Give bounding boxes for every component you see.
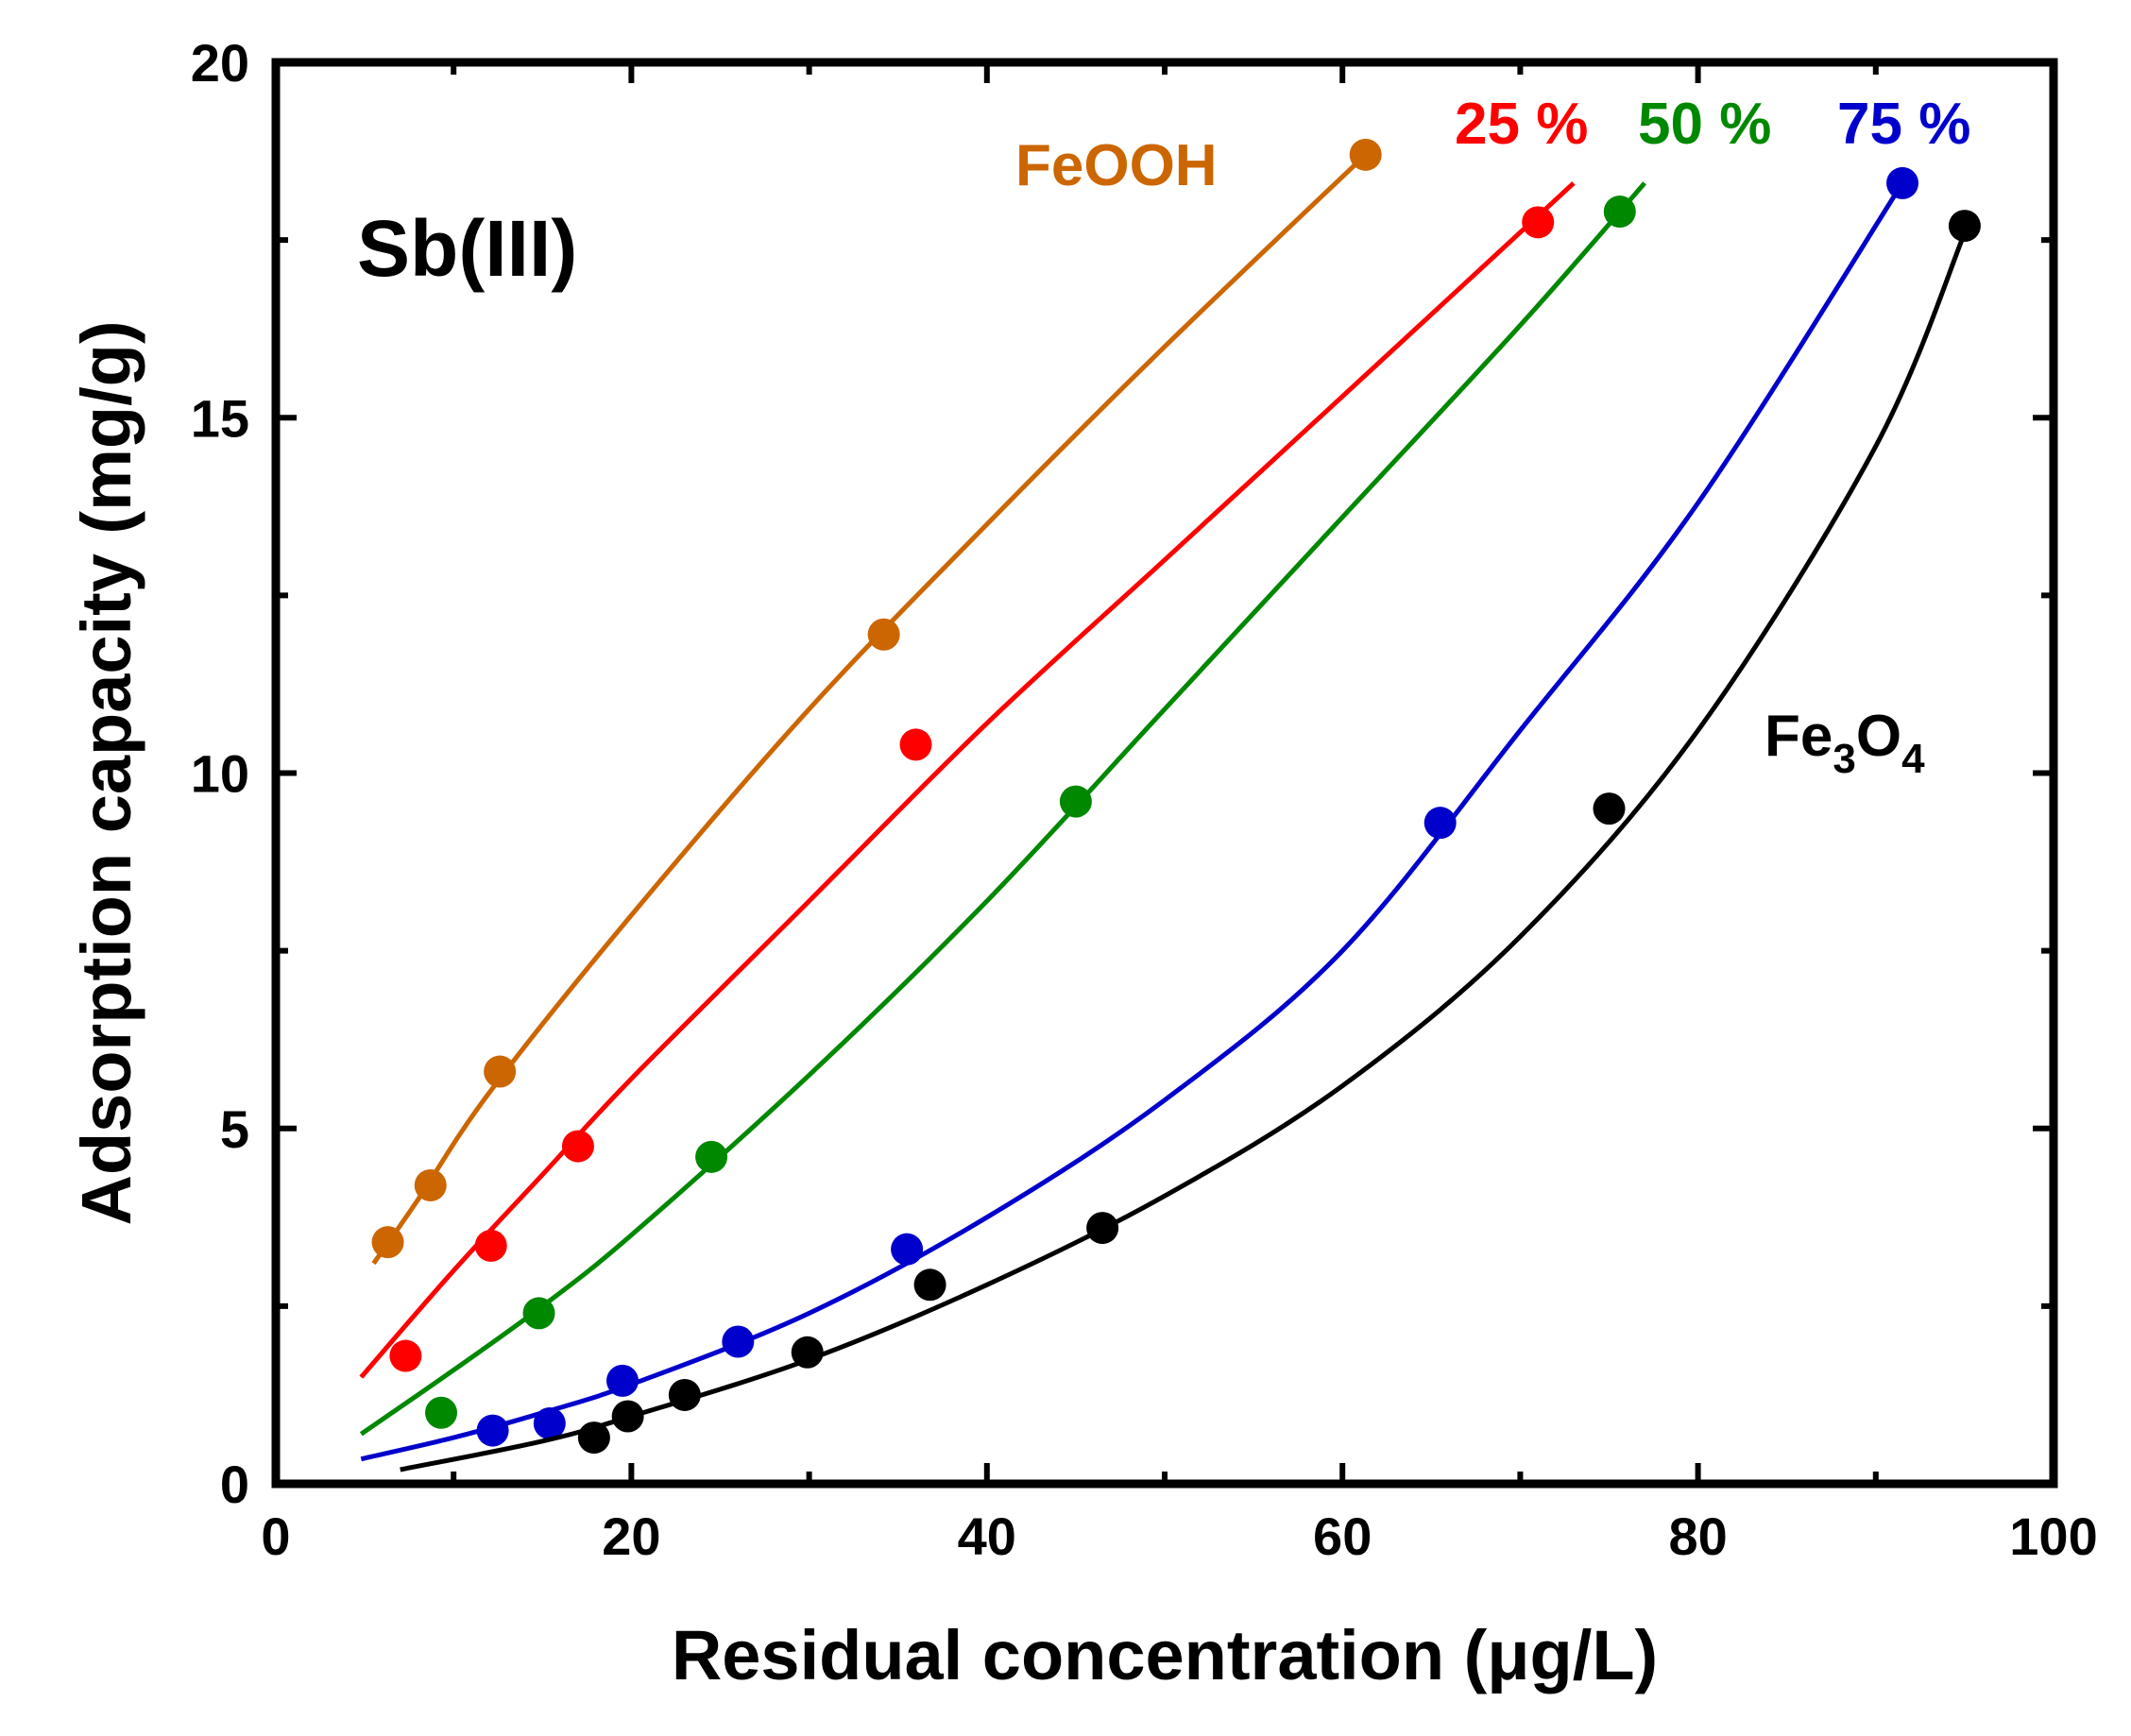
formula-part: Fe [1764, 704, 1833, 769]
data-point [533, 1407, 566, 1440]
y-tick-label: 15 [191, 388, 249, 448]
data-point [414, 1168, 447, 1201]
fit-line [360, 181, 1905, 1462]
x-tick-label: 40 [958, 1506, 1016, 1566]
tick-layer: 0 20 40 60 80 100 0 5 10 15 20 [191, 33, 2098, 1566]
data-point [474, 1229, 507, 1262]
series-label: 50 % [1638, 92, 1771, 157]
data-point [1948, 210, 1981, 243]
data-point [1424, 807, 1457, 840]
fit-line [359, 181, 1576, 1379]
data-point [791, 1336, 824, 1369]
data-point [484, 1055, 517, 1088]
fit-line [359, 181, 1646, 1437]
x-tick-label: 80 [1668, 1506, 1727, 1566]
data-point [1886, 166, 1919, 199]
x-tick-label: 100 [2009, 1506, 2097, 1566]
data-point [522, 1297, 555, 1330]
data-point [913, 1268, 946, 1302]
series-3 [360, 166, 1919, 1462]
data-point [371, 1226, 404, 1259]
y-tick-label: 0 [220, 1455, 249, 1514]
data-point [605, 1364, 639, 1397]
data-point [425, 1396, 458, 1429]
data-point [1522, 206, 1555, 239]
y-tick-label: 5 [220, 1099, 249, 1159]
data-point [722, 1325, 755, 1358]
data-point [695, 1140, 728, 1173]
data-point [611, 1400, 644, 1433]
data-point [1603, 196, 1636, 229]
y-tick-label: 10 [191, 744, 249, 804]
fit-line [400, 231, 1968, 1472]
x-tick-label: 20 [602, 1506, 660, 1566]
y-axis-label: Adsorption capacity (mg/g) [67, 321, 145, 1226]
x-tick-label: 0 [261, 1506, 290, 1566]
data-point [389, 1339, 422, 1372]
series-label-layer: FeOOH 25 % 50 % 75 % Fe3O4 [1015, 92, 1970, 782]
series-1 [359, 181, 1576, 1379]
data-point [476, 1414, 509, 1447]
data-point [899, 728, 932, 761]
series-4 [400, 210, 1981, 1472]
data-point [561, 1130, 594, 1163]
data-point [1059, 785, 1092, 818]
panel-label: Sb(III) [357, 204, 577, 293]
formula-part: O [1856, 704, 1901, 769]
y-tick-label: 20 [191, 33, 249, 93]
series-label: FeOOH [1015, 133, 1218, 198]
series-label-fe3o4: Fe3O4 [1764, 704, 1925, 782]
series-label: 75 % [1837, 92, 1970, 157]
data-point [867, 618, 900, 651]
series-layer [359, 138, 1981, 1472]
series-label: 25 % [1455, 92, 1588, 157]
fit-line [371, 152, 1368, 1266]
data-point [891, 1233, 924, 1266]
data-point [668, 1378, 701, 1411]
data-point [1086, 1212, 1119, 1245]
subscript: 4 [1901, 736, 1925, 782]
data-point [1349, 138, 1382, 171]
series-2 [359, 181, 1646, 1437]
x-tick-label: 60 [1313, 1506, 1372, 1566]
series-0 [371, 138, 1382, 1266]
subscript: 3 [1833, 736, 1855, 782]
data-point [577, 1421, 610, 1455]
data-point [1593, 792, 1626, 825]
x-axis-label: Residual concentration (μg/L) [672, 1616, 1658, 1694]
